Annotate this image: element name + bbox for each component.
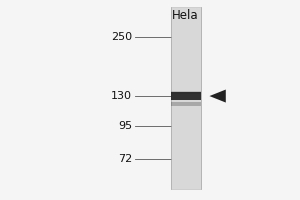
Polygon shape	[209, 90, 226, 103]
Text: 130: 130	[111, 91, 132, 101]
Bar	[171, 92, 200, 100]
Bar	[171, 7, 200, 189]
Bar	[171, 91, 200, 94]
Text: Hela: Hela	[172, 9, 199, 22]
Text: 95: 95	[118, 121, 132, 131]
Text: 72: 72	[118, 154, 132, 164]
Bar	[171, 102, 200, 106]
Text: 250: 250	[111, 32, 132, 42]
